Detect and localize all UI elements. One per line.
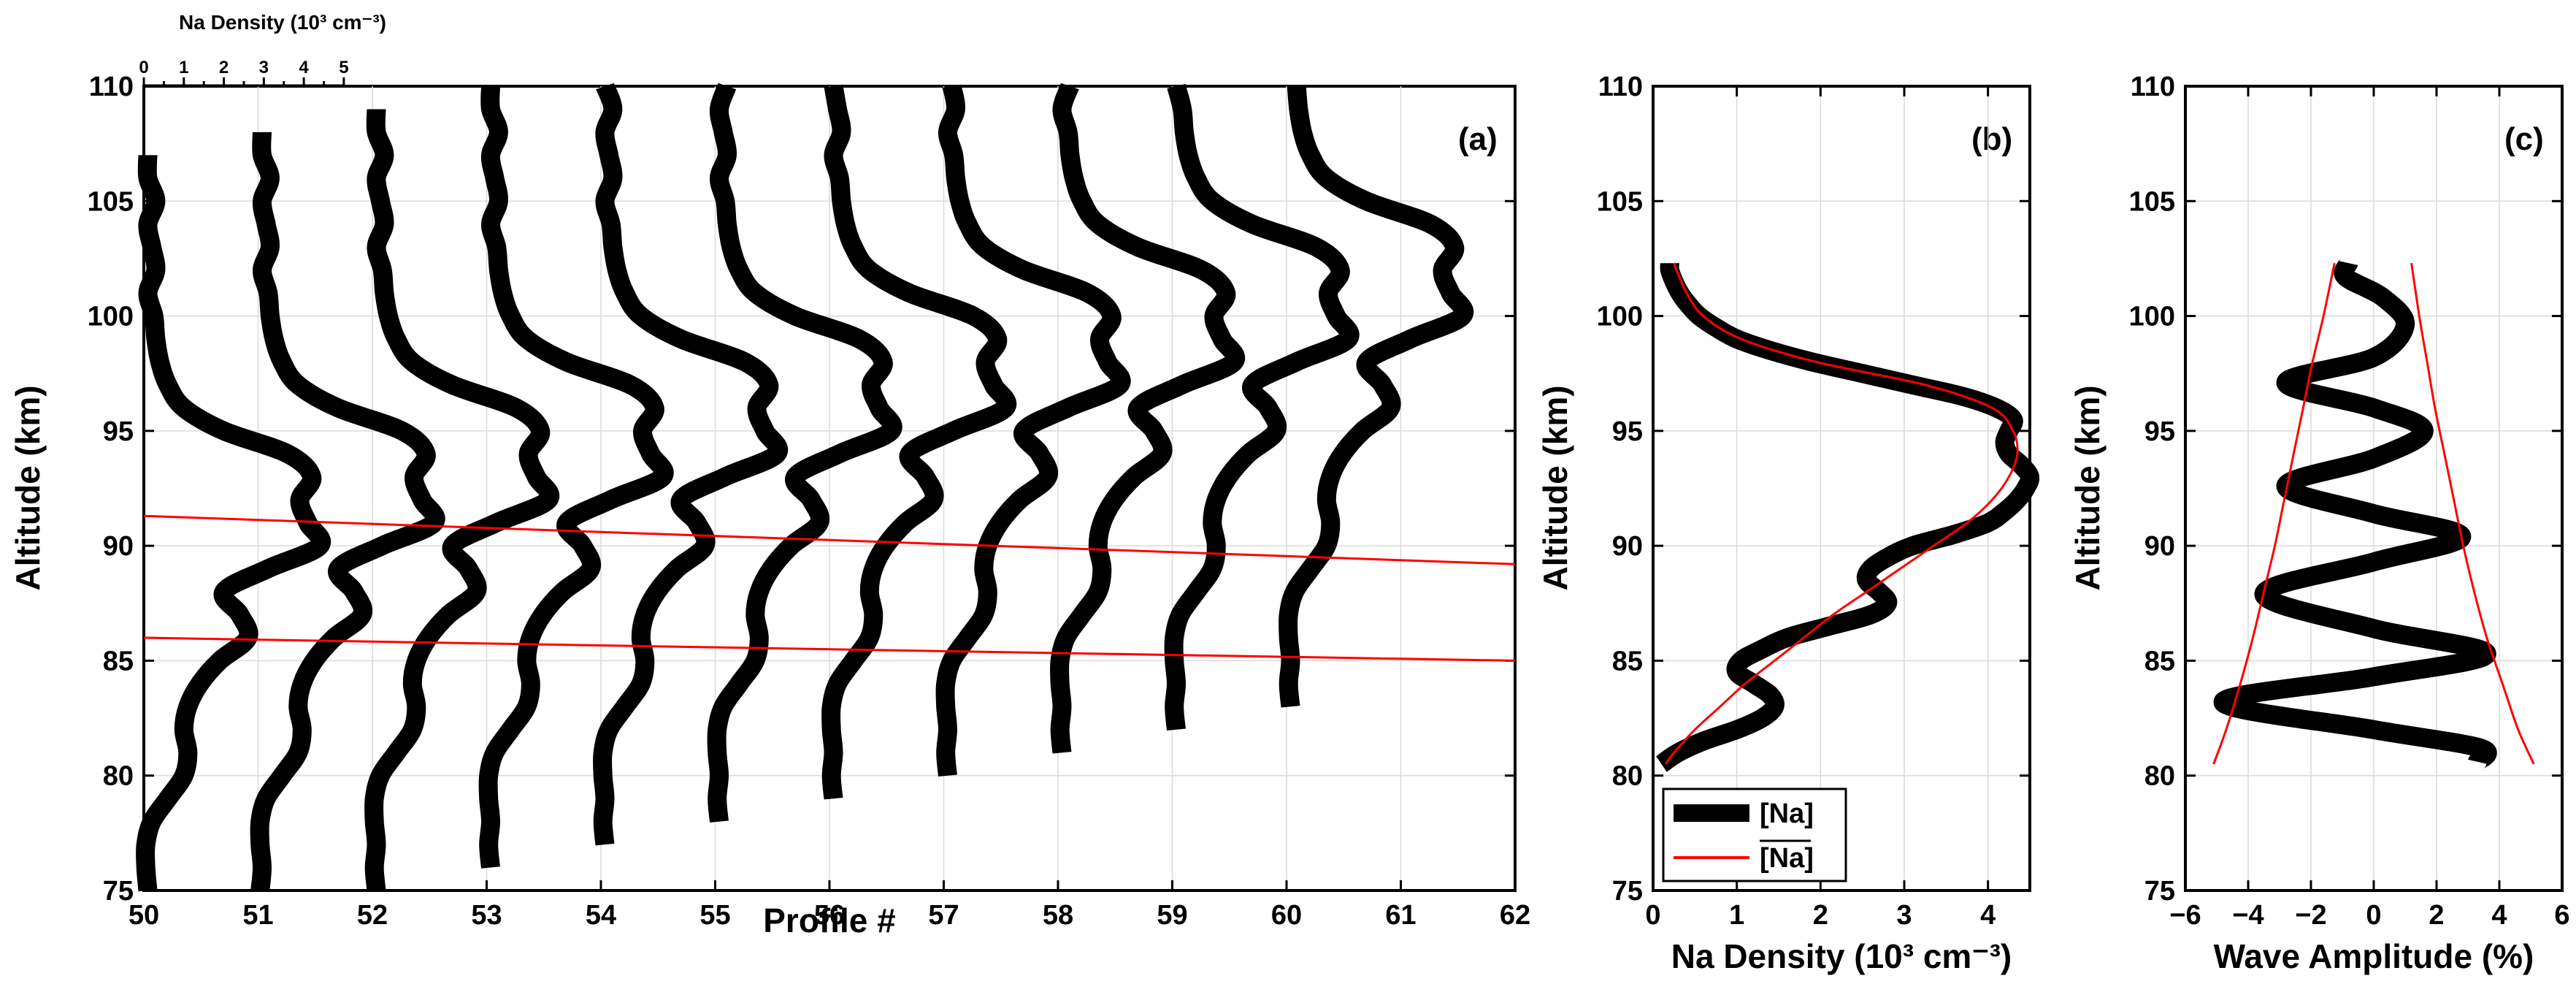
series-wave (2213, 258, 2497, 769)
panel-a-ylabel: Altitude (km) (9, 385, 47, 590)
panel-c-ylabel: Altitude (km) (2069, 385, 2107, 590)
xtick-label-a-5: 55 (699, 900, 730, 931)
ytick-label-a-2: 85 (103, 646, 134, 676)
panel-b-xlabel: Na Density (10³ cm⁻³) (1671, 937, 2012, 975)
panel-c-xlabel: Wave Amplitude (%) (2214, 937, 2534, 975)
xtick-label-c-1: −4 (2232, 900, 2263, 931)
ytick-label-b-4: 95 (1612, 416, 1643, 447)
panel-b-label: (b) (1971, 121, 2012, 157)
panel-b: (b) Na Density (10³ cm⁻³) Altitude (km) … (1536, 72, 2040, 975)
top-tick-label-1: 1 (179, 58, 188, 77)
ytick-label-b-7: 110 (1598, 72, 1643, 102)
xtick-label-c-4: 2 (2429, 900, 2444, 931)
ytick-label-c-3: 90 (2144, 531, 2175, 562)
panel-a-marks (136, 83, 1516, 892)
xtick-label-a-9: 59 (1157, 900, 1187, 931)
profile-51 (250, 131, 445, 892)
profile-52 (364, 109, 560, 892)
ytick-label-b-6: 105 (1597, 186, 1643, 217)
xtick-label-a-4: 54 (586, 900, 616, 931)
xtick-label-b-3: 3 (1896, 900, 1912, 931)
legend-label-na: [Na] (1760, 798, 1814, 829)
ytick-label-c-6: 105 (2129, 186, 2175, 217)
top-tick-label-4: 4 (299, 58, 309, 77)
ytick-label-b-1: 80 (1612, 761, 1643, 792)
profile-54 (593, 83, 789, 846)
red-line-2 (143, 636, 1516, 662)
xtick-label-a-7: 57 (928, 900, 959, 931)
series-na-mean (1664, 262, 2019, 765)
xtick-label-c-5: 4 (2491, 900, 2507, 931)
top-tick-label-3: 3 (259, 58, 269, 77)
xtick-label-a-10: 60 (1271, 900, 1302, 931)
legend-label-na-mean: [Na] (1760, 843, 1814, 874)
profile-57 (935, 84, 1131, 777)
ytick-label-c-1: 80 (2144, 761, 2175, 792)
profile-60 (1279, 85, 1474, 708)
profile-59 (1164, 83, 1360, 731)
panel-b-frame (1652, 85, 2031, 892)
profile-56 (821, 84, 1017, 800)
top-tick-label-0: 0 (139, 58, 148, 77)
panel-c-label: (c) (2504, 121, 2544, 157)
ytick-label-b-0: 75 (1612, 876, 1643, 907)
panel-b-ticks: 75 80 85 90 95 100 105 110 0 1 2 3 4 (1597, 72, 2030, 931)
ytick-label-a-7: 110 (89, 72, 134, 102)
ytick-label-b-2: 85 (1612, 646, 1643, 676)
profile-53 (478, 85, 674, 869)
ytick-label-a-1: 80 (103, 761, 134, 792)
xtick-label-b-2: 2 (1813, 900, 1828, 931)
ytick-label-c-7: 110 (2131, 72, 2175, 102)
ytick-label-a-6: 105 (88, 186, 134, 217)
ytick-label-a-3: 90 (103, 531, 134, 562)
panel-a-top-axis-title: Na Density (10³ cm⁻³) (179, 11, 386, 34)
panel-a-label: (a) (1458, 121, 1498, 157)
xtick-label-a-11: 61 (1385, 900, 1416, 931)
xtick-label-a-6: 56 (814, 900, 845, 931)
xtick-label-a-12: 62 (1500, 900, 1530, 931)
ytick-label-b-3: 90 (1612, 531, 1643, 562)
xtick-label-b-1: 1 (1729, 900, 1744, 931)
panel-c: (c) Wave Amplitude (%) Altitude (km) 75 8… (2069, 72, 2570, 975)
ytick-label-c-0: 75 (2144, 876, 2175, 907)
xtick-label-c-3: 0 (2366, 900, 2381, 931)
xtick-label-a-0: 50 (129, 900, 159, 931)
xtick-label-a-3: 53 (471, 900, 502, 931)
ytick-label-b-5: 100 (1597, 302, 1643, 332)
ytick-label-c-4: 95 (2144, 416, 2175, 447)
xtick-label-a-8: 58 (1043, 900, 1073, 931)
profile-50 (136, 155, 331, 892)
top-tick-label-5: 5 (339, 58, 348, 77)
xtick-label-c-6: 6 (2554, 900, 2569, 931)
panel-a-xlabel: Profile # (763, 901, 896, 939)
panel-c-ticks: 75 80 85 90 95 100 105 110 −6 −4 −2 0 2 4 6 (2129, 72, 2570, 931)
xtick-label-b-4: 4 (1980, 900, 1996, 931)
panel-a: (a) Profile # Altitude (km) Na Density (… (9, 11, 1530, 939)
series-na (1655, 260, 2040, 772)
ytick-label-c-2: 85 (2144, 646, 2175, 676)
panel-c-marks (2212, 258, 2535, 769)
profile-55 (707, 83, 902, 823)
ytick-label-a-4: 95 (103, 416, 134, 447)
xtick-label-c-2: −2 (2295, 900, 2326, 931)
panel-b-ylabel: Altitude (km) (1536, 385, 1574, 590)
panel-b-marks (1655, 260, 2040, 772)
panel-b-legend: [Na] [Na] (1662, 787, 1847, 882)
top-tick-label-2: 2 (219, 58, 229, 77)
xtick-label-b-0: 0 (1645, 900, 1660, 931)
ytick-label-a-0: 75 (103, 876, 134, 907)
ytick-label-a-5: 100 (88, 302, 134, 332)
legend-box (1662, 787, 1847, 882)
ytick-label-c-5: 100 (2129, 302, 2175, 332)
xtick-label-a-1: 51 (242, 900, 273, 931)
profile-58 (1050, 83, 1246, 754)
red-line-1 (143, 514, 1516, 565)
xtick-label-c-0: −6 (2169, 900, 2201, 931)
xtick-label-a-2: 52 (357, 900, 388, 931)
series-envelope-left (2212, 262, 2336, 765)
series-envelope-right (2410, 262, 2535, 765)
